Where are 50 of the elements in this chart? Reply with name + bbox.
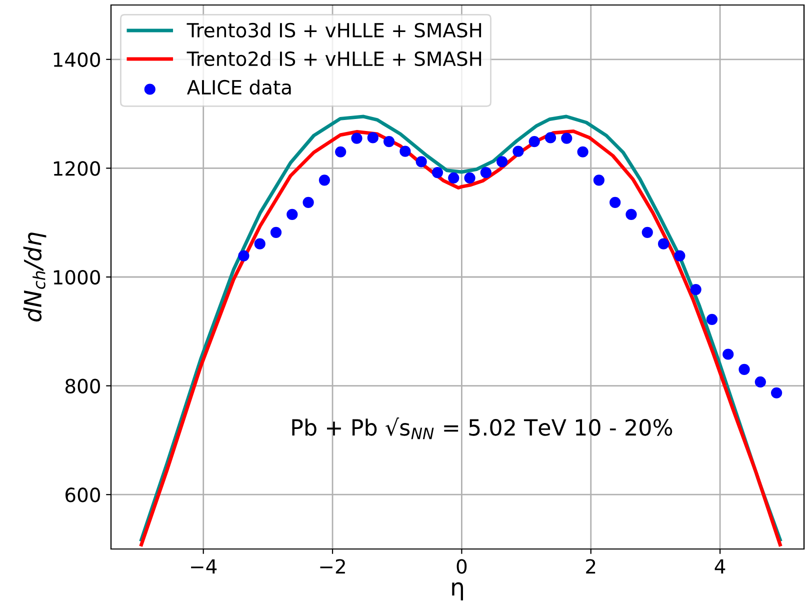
legend-label: Trento3d IS + vHLLE + SMASH [186, 22, 482, 38]
point [432, 166, 444, 178]
y-tick-label: 800 [65, 378, 100, 394]
annotation: Pb + Pb √s$_{NN}$ = 5.02 TeV 10 - 20% [292, 417, 672, 440]
point [754, 376, 766, 388]
x-tick-label: −4 [191, 559, 217, 574]
y-tick-label: 1000 [54, 270, 100, 285]
point [593, 174, 604, 186]
y-tick-label: 1400 [54, 52, 100, 68]
point [561, 132, 572, 144]
point [238, 250, 250, 262]
x-tick-label: 0 [456, 559, 467, 574]
x-tick-label: 2 [586, 559, 596, 574]
point [302, 196, 314, 208]
y-tick-label: 1200 [54, 161, 100, 176]
point [577, 146, 588, 158]
point [448, 172, 460, 184]
point [480, 166, 492, 178]
x-tick-label: 4 [714, 559, 726, 574]
point [544, 132, 556, 144]
point [770, 387, 782, 398]
point [383, 136, 395, 148]
x-tick-label: −2 [320, 559, 345, 574]
point [464, 172, 476, 184]
point [528, 136, 540, 148]
point [318, 174, 330, 186]
point [254, 238, 266, 250]
point [512, 146, 524, 157]
point [270, 226, 282, 238]
point [722, 348, 734, 360]
point [706, 314, 718, 325]
point [738, 364, 750, 376]
point [400, 146, 411, 157]
point [642, 226, 653, 238]
point [496, 156, 508, 168]
y-tick-label: 600 [66, 488, 100, 502]
point [416, 156, 427, 168]
point [286, 208, 298, 220]
point [690, 284, 702, 296]
x-axis-title: η [452, 582, 463, 600]
point [674, 250, 686, 262]
legend-label: Trento2d IS + vHLLE + SMASH [186, 51, 482, 66]
point [610, 196, 621, 208]
point [626, 208, 637, 220]
point [658, 238, 670, 250]
point [367, 132, 378, 144]
point [335, 146, 346, 158]
y-axis-title: dN$_{ch}$/dη [23, 232, 46, 322]
point [351, 132, 362, 144]
legend-label: ALICE data [186, 80, 291, 95]
